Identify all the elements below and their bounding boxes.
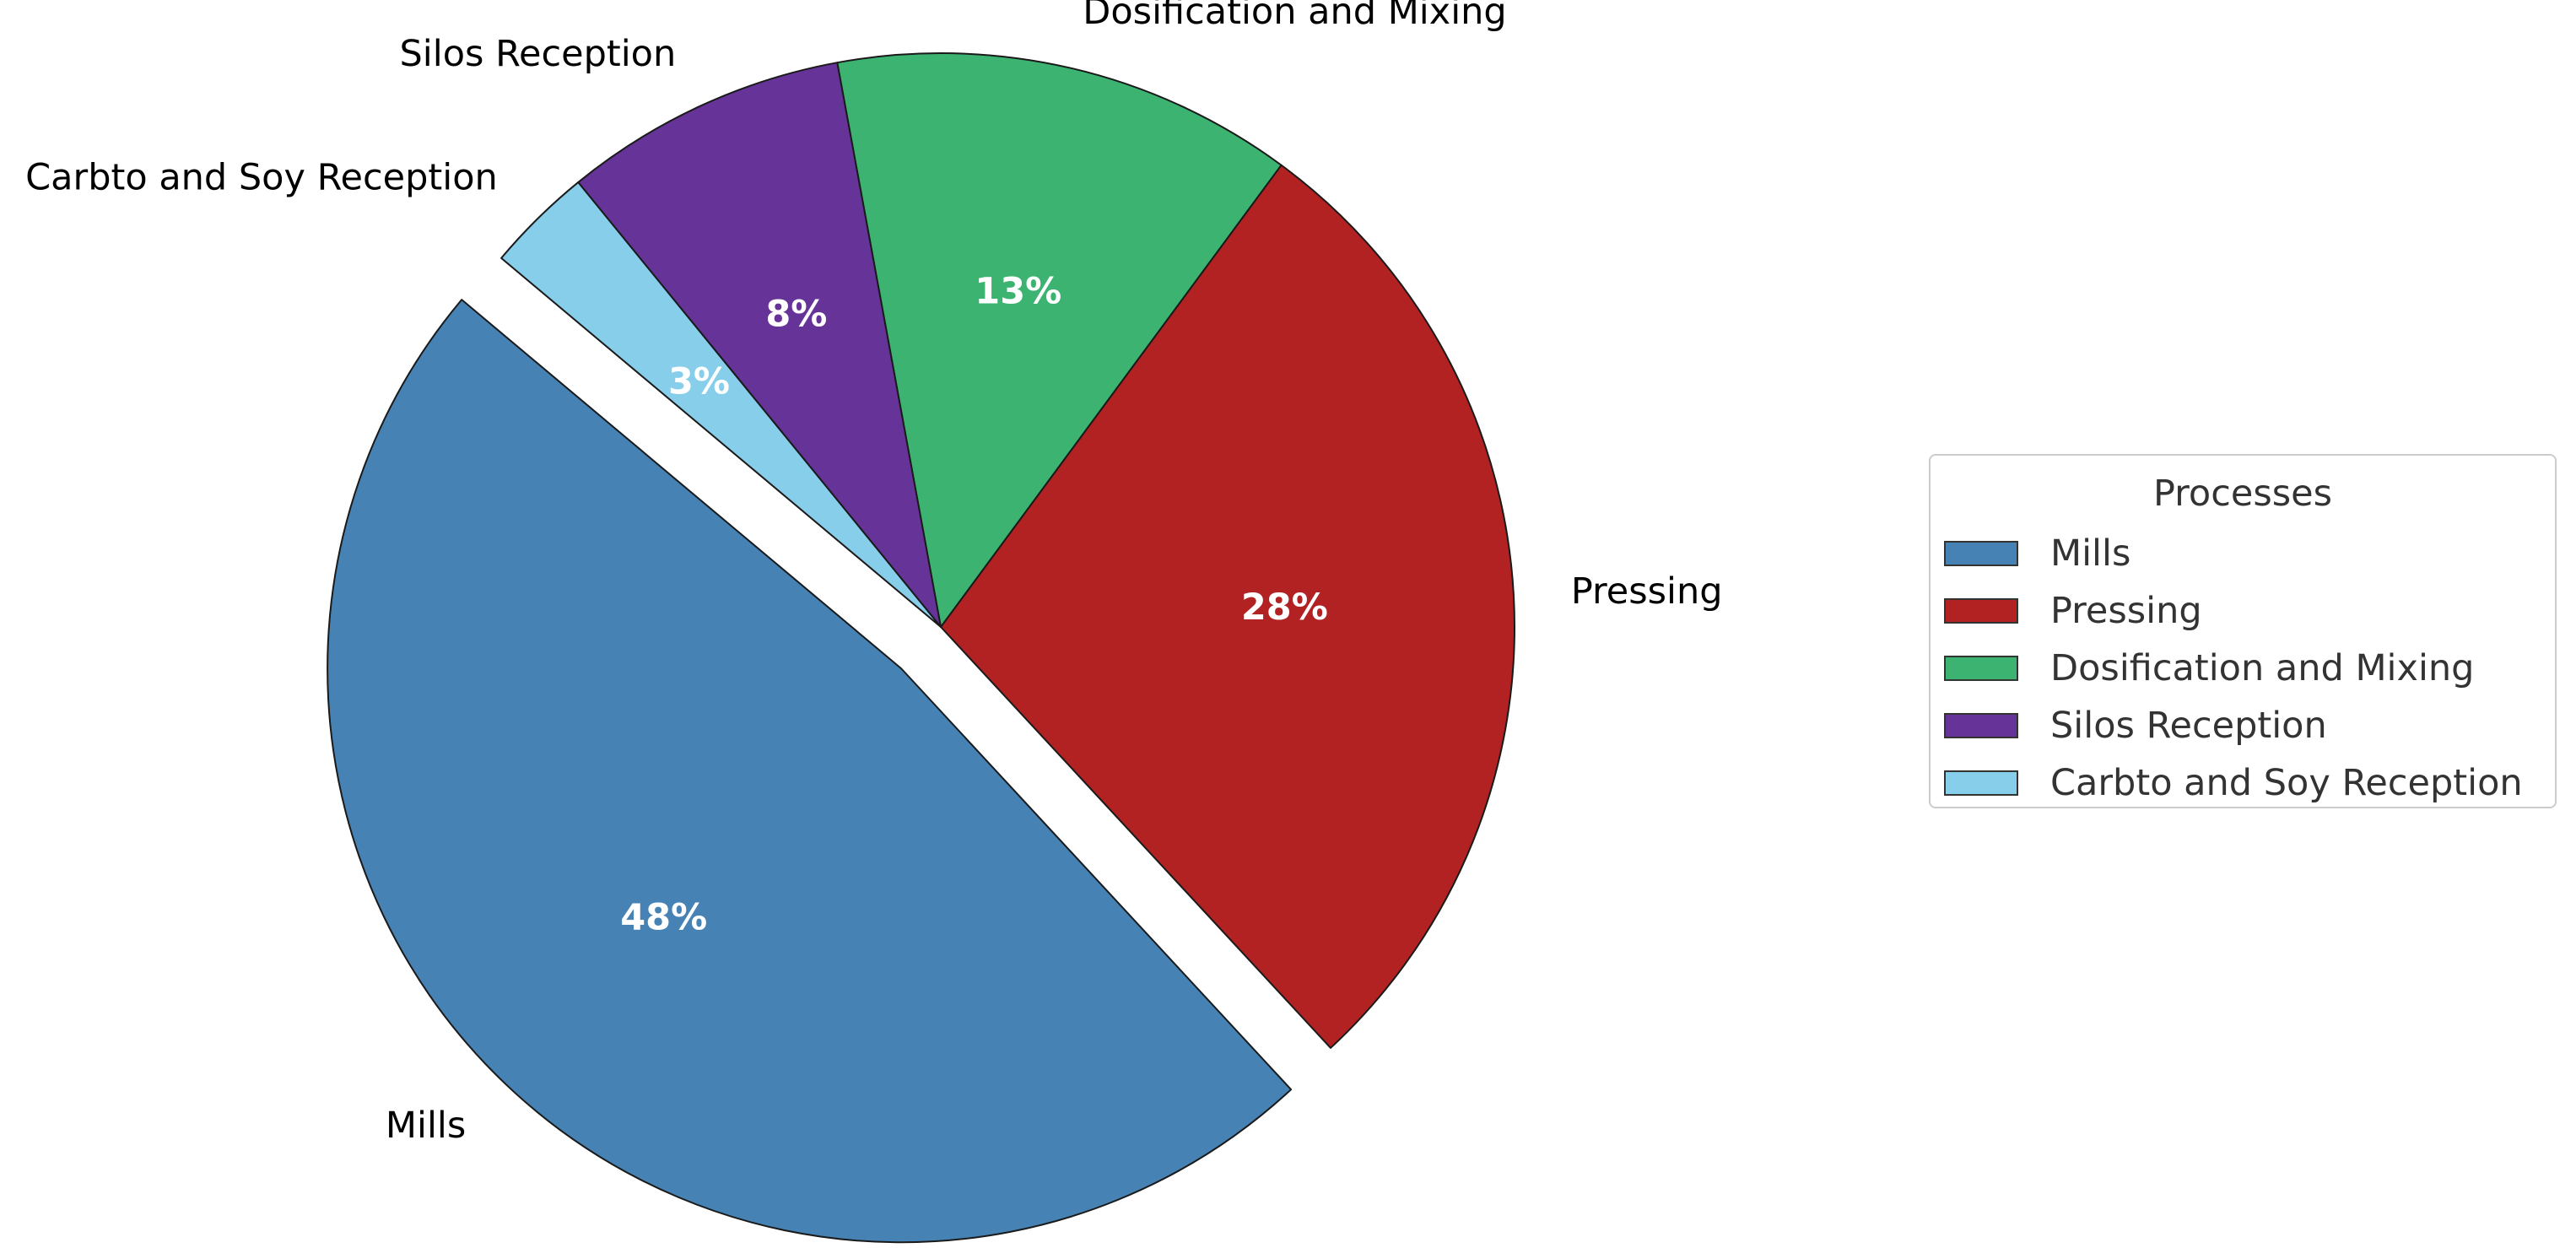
pie-slices xyxy=(327,52,1515,1244)
legend-label-dosification-and-mixing: Dosification and Mixing xyxy=(2050,647,2475,689)
legend-swatch-dosification-and-mixing xyxy=(1944,656,2018,681)
pie-slice-mills xyxy=(327,299,1293,1244)
percent-label-pressing: 28% xyxy=(1241,586,1328,629)
percent-label-dosification-and-mixing: 13% xyxy=(975,270,1061,312)
slice-label-pressing: Pressing xyxy=(1571,570,1723,613)
legend-title: Processes xyxy=(2153,473,2332,515)
percent-label-carbto-and-soy-reception: 3% xyxy=(668,360,730,402)
legend-item-dosification-and-mixing: Dosification and Mixing xyxy=(1944,640,2523,697)
percent-label-mills: 48% xyxy=(620,897,707,939)
legend-items: Mills Pressing Dosification and Mixing S… xyxy=(1944,525,2523,812)
legend-swatch-pressing xyxy=(1944,598,2018,624)
legend-label-silos-reception: Silos Reception xyxy=(2050,705,2327,747)
legend-label-carbto-and-soy-reception: Carbto and Soy Reception xyxy=(2050,762,2523,804)
legend-label-mills: Mills xyxy=(2050,532,2131,575)
pie-slice-carbto-and-soy-reception xyxy=(500,181,942,628)
slice-label-dosification-and-mixing: Dosification and Mixing xyxy=(1083,0,1506,33)
legend: Processes Mills Pressing Dosification an… xyxy=(1929,454,2557,808)
legend-swatch-mills xyxy=(1944,541,2018,566)
legend-swatch-carbto-and-soy-reception xyxy=(1944,770,2018,796)
pie-slice-dosification-and-mixing xyxy=(836,52,1283,628)
legend-item-silos-reception: Silos Reception xyxy=(1944,697,2523,754)
legend-label-pressing: Pressing xyxy=(2050,590,2202,632)
slice-label-silos-reception: Silos Reception xyxy=(400,33,677,75)
slice-label-mills: Mills xyxy=(386,1105,466,1147)
legend-item-mills: Mills xyxy=(1944,525,2523,582)
slice-labels: Mills Pressing Dosification and Mixing Silo… xyxy=(25,0,1722,1147)
pie-slice-silos-reception xyxy=(577,62,942,628)
pie-slice-pressing xyxy=(940,164,1515,1049)
slice-label-carbto-and-soy-reception: Carbto and Soy Reception xyxy=(25,156,498,198)
legend-item-carbto-and-soy-reception: Carbto and Soy Reception xyxy=(1944,754,2523,812)
legend-swatch-silos-reception xyxy=(1944,713,2018,738)
percent-labels: 48% 28% 13% 8% 3% xyxy=(620,270,1328,938)
percent-label-silos-reception: 8% xyxy=(765,294,827,336)
legend-item-pressing: Pressing xyxy=(1944,582,2523,640)
